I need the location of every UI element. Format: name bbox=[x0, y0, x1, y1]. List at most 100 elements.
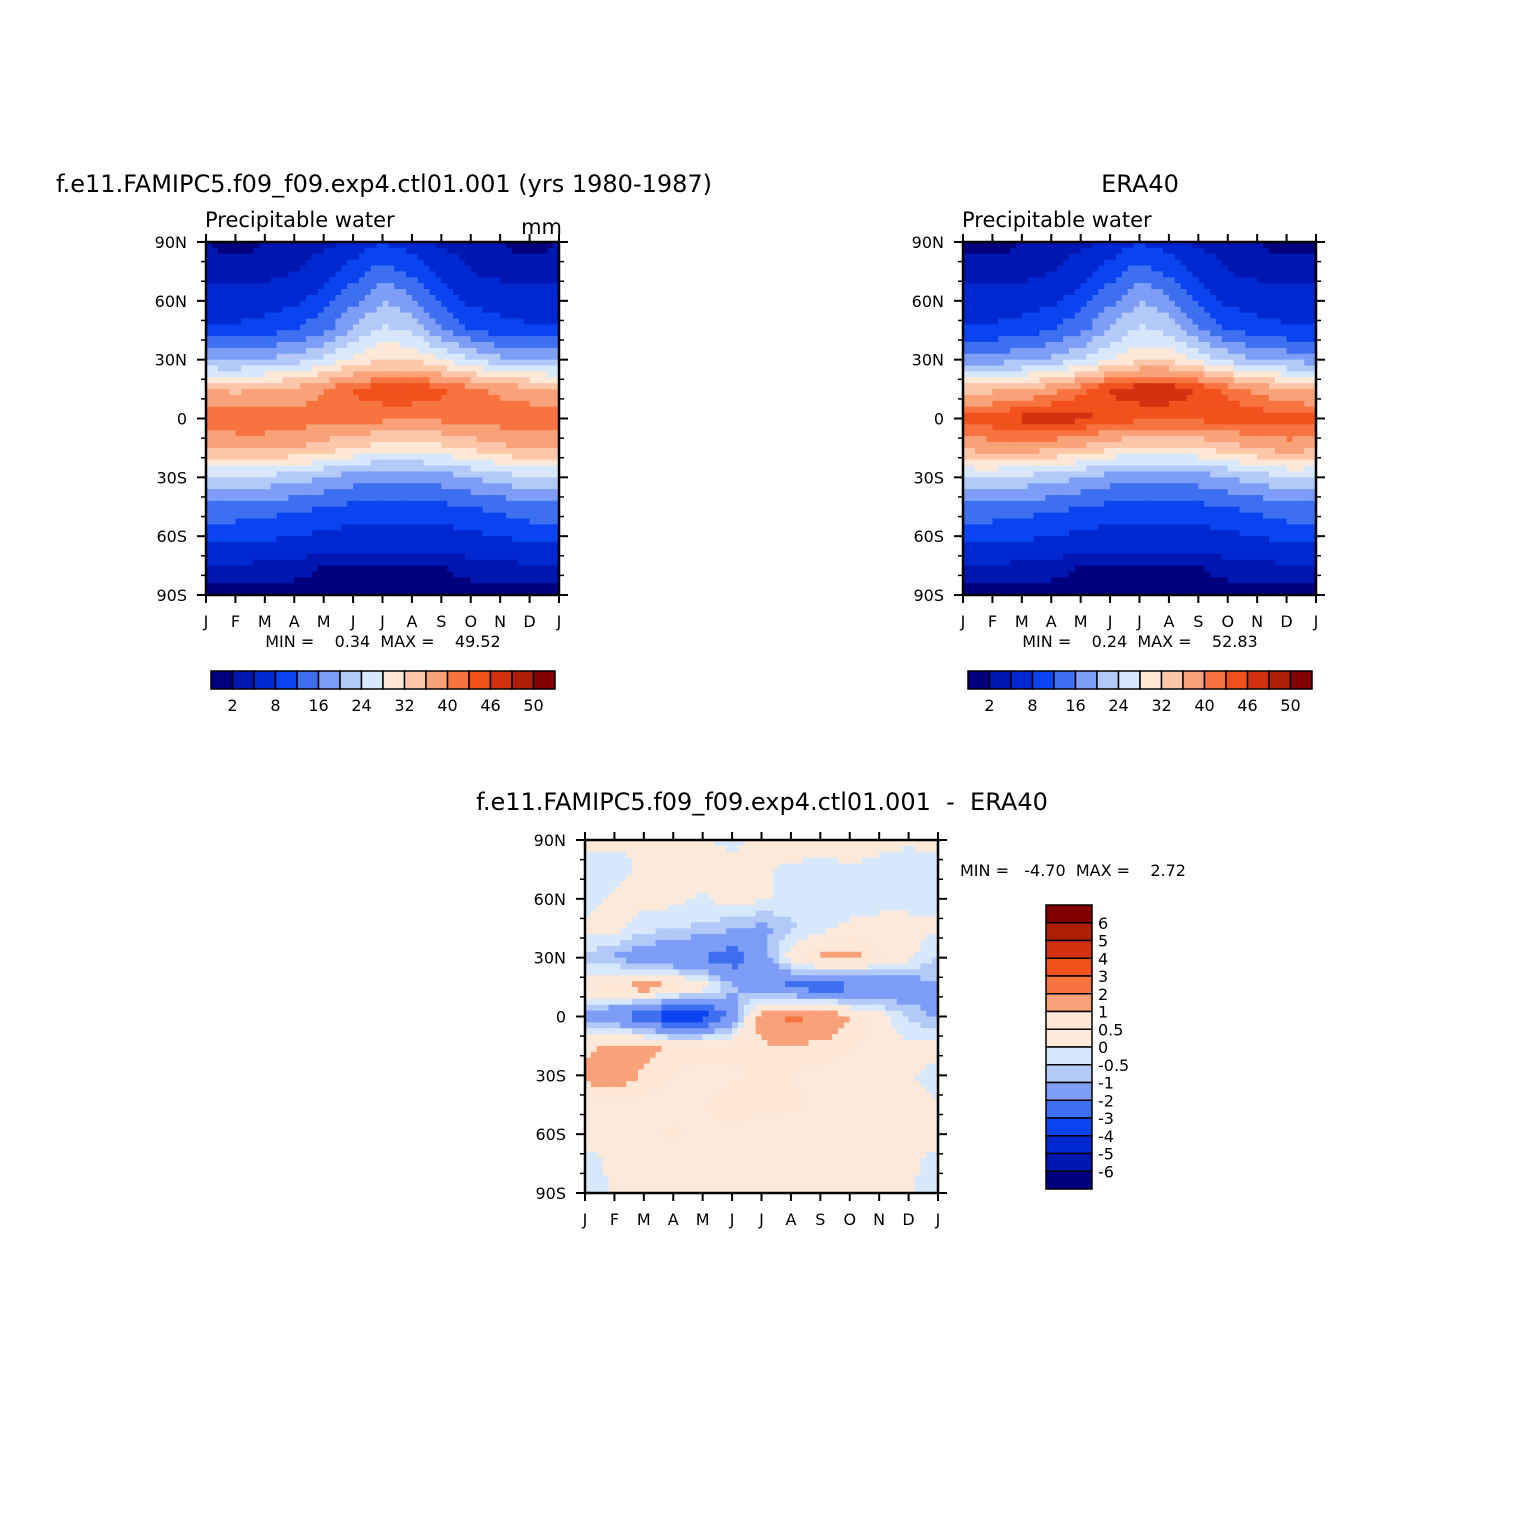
contour-cell bbox=[517, 465, 525, 473]
contour-cell bbox=[358, 271, 366, 278]
contour-cell bbox=[1304, 318, 1311, 325]
contour-cell bbox=[1068, 306, 1076, 314]
contour-cell bbox=[300, 259, 307, 267]
contour-cell bbox=[535, 465, 542, 473]
contour-cell bbox=[264, 436, 272, 443]
contour-cell bbox=[1268, 318, 1276, 325]
contour-cell bbox=[429, 359, 437, 367]
contour-cell bbox=[229, 459, 237, 467]
contour-cell bbox=[394, 483, 401, 490]
contour-cell bbox=[411, 371, 419, 378]
contour-cell bbox=[276, 365, 284, 373]
contour-cell bbox=[1151, 265, 1158, 273]
contour-cell bbox=[241, 465, 248, 473]
contour-cell bbox=[394, 324, 401, 331]
contour-cell bbox=[429, 553, 437, 561]
contour-cell bbox=[253, 406, 260, 414]
contour-cell bbox=[1233, 289, 1241, 296]
contour-cell bbox=[523, 477, 531, 484]
contour-cell bbox=[1180, 265, 1188, 273]
contour-cell bbox=[211, 500, 219, 508]
contour-cell bbox=[353, 471, 360, 478]
contour-cell bbox=[358, 536, 366, 543]
y-tick-label: 60S bbox=[156, 527, 187, 546]
contour-cell bbox=[1157, 271, 1164, 278]
contour-cell bbox=[282, 477, 289, 484]
contour-cell bbox=[517, 524, 525, 531]
contour-cell bbox=[482, 294, 489, 302]
contour-cell bbox=[217, 330, 225, 337]
contour-cell bbox=[376, 289, 384, 296]
panel-model-units: mm bbox=[521, 215, 562, 239]
contour-cell bbox=[1186, 306, 1194, 314]
contour-cell bbox=[358, 489, 366, 496]
contour-cell bbox=[229, 283, 237, 290]
contour-cell bbox=[476, 318, 484, 325]
contour-cell bbox=[1121, 306, 1129, 314]
contour-cell bbox=[1180, 336, 1188, 343]
contour-cell bbox=[353, 459, 360, 467]
contour-cell bbox=[388, 565, 395, 573]
contour-cell bbox=[1063, 342, 1070, 349]
contour-cell bbox=[311, 259, 319, 267]
contour-cell bbox=[217, 336, 225, 343]
contour-cell bbox=[1098, 253, 1105, 261]
contour-cell bbox=[335, 477, 342, 484]
contour-cell bbox=[358, 289, 366, 296]
contour-cell bbox=[541, 530, 548, 537]
contour-cell bbox=[335, 371, 342, 378]
contour-cell bbox=[394, 306, 401, 314]
contour-cell bbox=[517, 353, 525, 361]
contour-cell bbox=[547, 506, 554, 514]
contour-cell bbox=[963, 265, 970, 273]
contour-cell bbox=[1133, 283, 1141, 290]
contour-cell bbox=[1063, 294, 1070, 302]
contour-cell bbox=[300, 512, 307, 520]
contour-cell bbox=[1280, 353, 1288, 361]
contour-cell bbox=[1115, 312, 1123, 320]
contour-cell bbox=[311, 459, 319, 467]
contour-cell bbox=[1233, 253, 1241, 261]
contour-cell bbox=[1151, 330, 1158, 337]
contour-cell bbox=[223, 553, 231, 561]
contour-cell bbox=[500, 542, 507, 549]
contour-cell bbox=[229, 447, 237, 455]
contour-cell bbox=[217, 389, 225, 396]
contour-cell bbox=[1245, 242, 1252, 249]
contour-cell bbox=[535, 242, 542, 249]
contour-cell bbox=[294, 530, 301, 537]
contour-cell bbox=[1180, 300, 1188, 308]
contour-cell bbox=[535, 524, 542, 531]
contour-cell bbox=[229, 406, 237, 414]
contour-cell bbox=[288, 406, 295, 414]
contour-cell bbox=[1286, 359, 1294, 367]
contour-cell bbox=[535, 347, 542, 355]
contour-cell bbox=[258, 536, 266, 543]
contour-cell bbox=[329, 436, 337, 443]
contour-cell bbox=[1239, 336, 1246, 343]
contour-cell bbox=[1245, 342, 1252, 349]
contour-cell bbox=[306, 571, 313, 578]
contour-cell bbox=[417, 453, 425, 461]
contour-cell bbox=[258, 489, 266, 496]
contour-cell bbox=[294, 406, 301, 414]
contour-cell bbox=[1139, 306, 1146, 314]
contour-cell bbox=[276, 377, 284, 384]
contour-cell bbox=[1233, 353, 1241, 361]
contour-cell bbox=[1163, 265, 1170, 273]
contour-cell bbox=[282, 512, 289, 520]
contour-cell bbox=[488, 347, 495, 355]
contour-cell bbox=[258, 506, 266, 514]
contour-cell bbox=[223, 459, 231, 467]
contour-cell bbox=[400, 436, 407, 443]
contour-cell bbox=[1033, 342, 1041, 349]
contour-cell bbox=[341, 347, 348, 355]
contour-cell bbox=[247, 371, 254, 378]
contour-cell bbox=[1198, 242, 1205, 249]
contour-cell bbox=[276, 324, 284, 331]
contour-cell bbox=[464, 347, 472, 355]
contour-cell bbox=[1098, 242, 1105, 249]
contour-cell bbox=[423, 542, 431, 549]
contour-cell bbox=[476, 353, 484, 361]
contour-cell bbox=[441, 583, 448, 590]
